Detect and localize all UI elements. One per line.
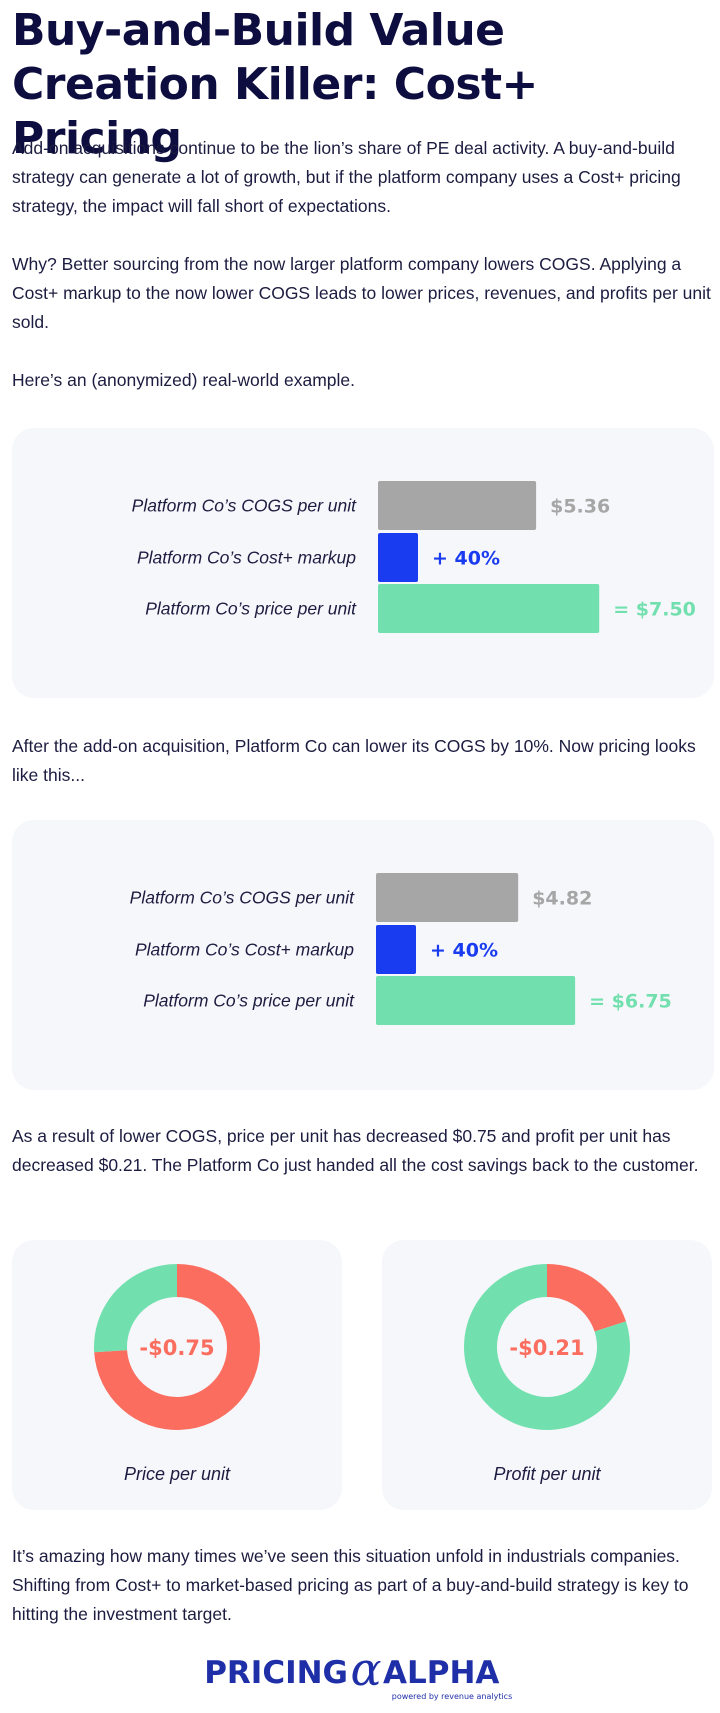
bar-value-label: + 40% xyxy=(430,940,498,962)
donut-slice-1 xyxy=(93,1264,177,1353)
logo-pricing-word: PRICING xyxy=(204,1655,348,1691)
bar-category-label: Platform Co’s price per unit xyxy=(145,599,357,619)
before-pricing-bar-chart: Platform Co’s COGS per unit $5.36 Platform… xyxy=(132,481,696,633)
bar-category-label: Platform Co’s COGS per unit xyxy=(130,888,355,908)
bar-value-label: = $7.50 xyxy=(613,599,696,621)
bar-category-label: Platform Co’s Cost+ markup xyxy=(137,548,356,568)
pricing-alpha-logo: PRICING α ALPHA powered by revenue analy… xyxy=(0,1645,720,1705)
bar-value-label: $5.36 xyxy=(550,496,610,518)
price-per-unit-donut: -$0.75 Price per unit xyxy=(93,1264,260,1484)
title-line-2: Creation Killer: Cost+ Pricing xyxy=(12,59,538,164)
bar-category-label: Platform Co’s COGS per unit xyxy=(132,496,357,516)
logo-alpha-word: ALPHA xyxy=(383,1655,499,1691)
profit-per-unit-card: -$0.21 Profit per unit xyxy=(382,1240,712,1510)
donut-center-label: -$0.75 xyxy=(139,1336,214,1360)
after-acquisition-paragraph: After the add-on acquisition, Platform C… xyxy=(12,736,696,785)
bar-value-label: $4.82 xyxy=(532,888,592,910)
intro-paragraph: Add-on acquisitions continue to be the l… xyxy=(12,138,681,216)
donut-center-label: -$0.21 xyxy=(509,1336,584,1360)
bar-category-label: Platform Co’s Cost+ markup xyxy=(135,940,354,960)
donut-slice-0 xyxy=(547,1264,626,1332)
bar-2 xyxy=(378,584,600,633)
donut-slice-1 xyxy=(464,1264,630,1430)
conclusion-paragraph: It’s amazing how many times we’ve seen t… xyxy=(12,1546,689,1624)
before-chart-card: Platform Co’s COGS per unit $5.36 Platform… xyxy=(12,428,714,698)
bar-1 xyxy=(378,533,418,582)
after-chart-card: Platform Co’s COGS per unit $4.82 Platform… xyxy=(12,820,714,1090)
bar-2 xyxy=(376,976,576,1025)
profit-per-unit-donut: -$0.21 Profit per unit xyxy=(464,1264,630,1484)
after-pricing-bar-chart: Platform Co’s COGS per unit $4.82 Platform… xyxy=(130,873,672,1025)
donut-caption: Profit per unit xyxy=(493,1464,601,1484)
example-paragraph: Here’s an (anonymized) real-world exampl… xyxy=(12,370,356,390)
result-paragraph: As a result of lower COGS, price per uni… xyxy=(12,1126,699,1175)
donut-slice-0 xyxy=(94,1264,260,1430)
bar-value-label: = $6.75 xyxy=(589,991,672,1013)
title-line-1: Buy-and-Build Value xyxy=(12,5,505,56)
page-title: Buy-and-Build Value Creation Killer: Cos… xyxy=(12,4,712,166)
logo-alpha-symbol: α xyxy=(350,1645,381,1696)
price-per-unit-card: -$0.75 Price per unit xyxy=(12,1240,342,1510)
bar-category-label: Platform Co’s price per unit xyxy=(143,991,355,1011)
bar-1 xyxy=(376,925,416,974)
bar-0 xyxy=(376,873,519,922)
why-paragraph: Why? Better sourcing from the now larger… xyxy=(12,254,711,332)
bar-0 xyxy=(378,481,537,530)
logo-tagline: powered by revenue analytics xyxy=(392,1692,513,1701)
donut-caption: Price per unit xyxy=(124,1464,231,1484)
bar-value-label: + 40% xyxy=(432,548,500,570)
